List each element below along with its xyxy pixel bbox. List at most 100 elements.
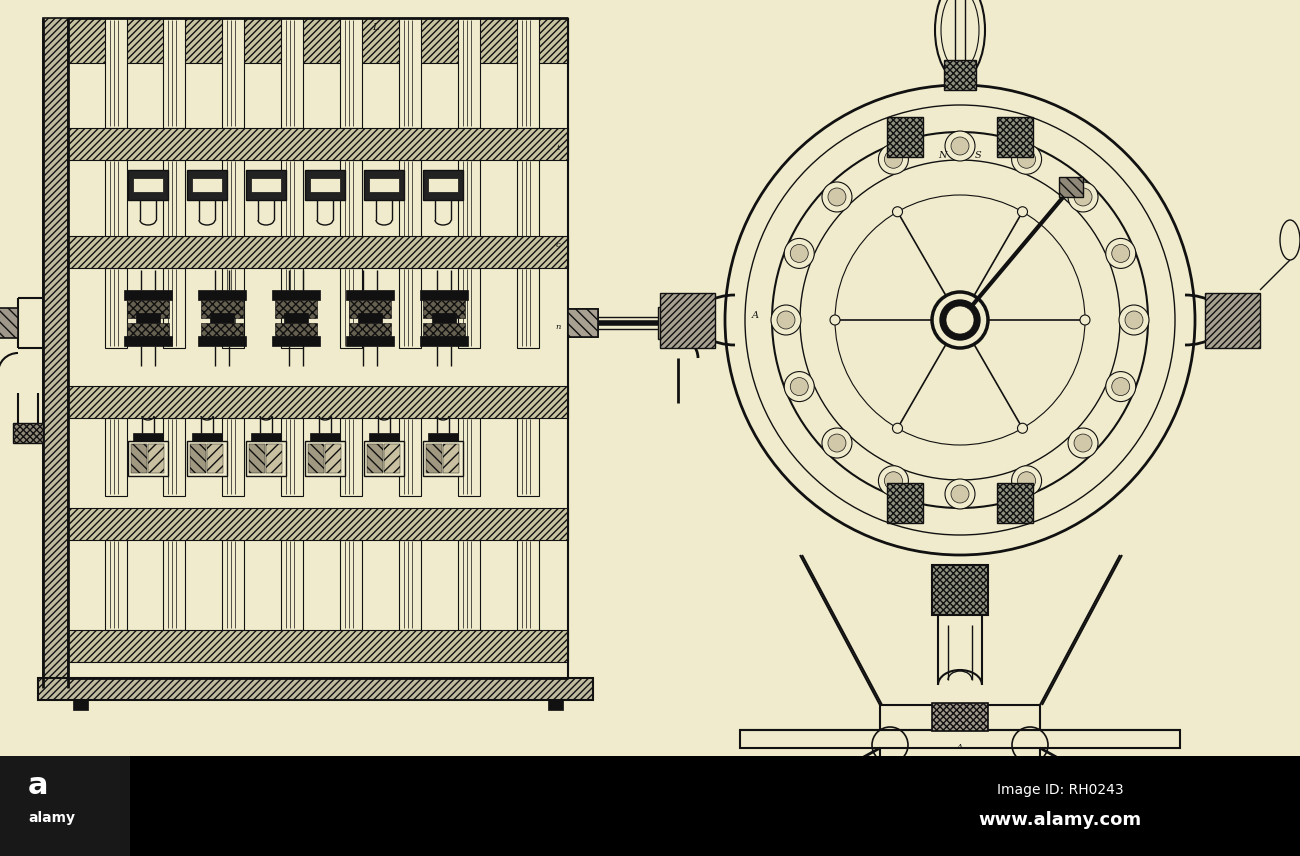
Bar: [192, 178, 222, 192]
Bar: [997, 483, 1034, 523]
Bar: [202, 323, 243, 341]
Bar: [68, 236, 568, 268]
Bar: [997, 117, 1034, 157]
Bar: [272, 290, 320, 300]
Bar: [517, 18, 539, 128]
Bar: [658, 307, 679, 339]
Bar: [660, 293, 715, 348]
Bar: [458, 18, 480, 128]
Bar: [517, 418, 539, 496]
Circle shape: [932, 292, 988, 348]
Bar: [341, 540, 361, 630]
Bar: [73, 700, 88, 710]
Bar: [458, 160, 480, 238]
Bar: [517, 160, 539, 238]
Bar: [420, 290, 468, 300]
Bar: [1205, 293, 1260, 348]
Circle shape: [777, 311, 796, 329]
Bar: [124, 290, 172, 300]
Bar: [364, 441, 404, 476]
Circle shape: [784, 372, 814, 401]
Bar: [281, 268, 303, 348]
Circle shape: [1074, 434, 1092, 452]
Bar: [1065, 795, 1180, 830]
Bar: [458, 540, 480, 630]
Bar: [38, 678, 593, 700]
Bar: [346, 336, 394, 346]
Circle shape: [1112, 245, 1130, 263]
Bar: [127, 300, 169, 318]
Bar: [422, 323, 465, 341]
Bar: [162, 18, 185, 128]
Bar: [306, 441, 345, 476]
Bar: [187, 170, 228, 200]
Circle shape: [771, 305, 801, 335]
Bar: [281, 540, 303, 630]
Circle shape: [1011, 466, 1041, 496]
Circle shape: [946, 306, 974, 334]
Bar: [105, 160, 127, 238]
Bar: [944, 60, 976, 90]
Bar: [162, 160, 185, 238]
Bar: [281, 18, 303, 128]
Bar: [432, 313, 456, 323]
Bar: [198, 336, 246, 346]
Bar: [458, 418, 480, 496]
Bar: [133, 178, 162, 192]
Circle shape: [1069, 428, 1098, 458]
Circle shape: [822, 182, 852, 212]
Bar: [222, 540, 244, 630]
Text: n: n: [555, 323, 560, 331]
Bar: [740, 730, 1180, 748]
Bar: [105, 18, 127, 128]
Bar: [246, 170, 286, 200]
Bar: [341, 418, 361, 496]
Bar: [384, 444, 400, 473]
Bar: [207, 444, 224, 473]
Bar: [399, 268, 421, 348]
Bar: [399, 18, 421, 128]
Circle shape: [822, 428, 852, 458]
Bar: [105, 540, 127, 630]
Circle shape: [1011, 145, 1041, 175]
Bar: [399, 540, 421, 630]
Bar: [68, 386, 568, 418]
Text: S: S: [975, 151, 982, 159]
Circle shape: [884, 472, 902, 490]
Bar: [341, 268, 361, 348]
Circle shape: [790, 377, 809, 395]
Circle shape: [1112, 377, 1130, 395]
Bar: [369, 433, 399, 441]
Bar: [13, 423, 43, 443]
Bar: [568, 309, 598, 337]
Bar: [124, 336, 172, 346]
Bar: [399, 418, 421, 496]
Circle shape: [952, 137, 968, 155]
Bar: [222, 18, 244, 128]
Bar: [341, 160, 361, 238]
Text: www.alamy.com: www.alamy.com: [979, 811, 1141, 829]
Bar: [266, 444, 282, 473]
Bar: [272, 336, 320, 346]
Bar: [162, 268, 185, 348]
Bar: [276, 300, 317, 318]
Bar: [136, 313, 160, 323]
Text: Image ID: RH0243: Image ID: RH0243: [997, 783, 1123, 797]
Bar: [369, 178, 399, 192]
Text: A: A: [957, 743, 963, 751]
Bar: [887, 117, 923, 157]
Text: A: A: [751, 311, 758, 319]
Bar: [198, 290, 246, 300]
Circle shape: [790, 245, 809, 263]
Bar: [281, 418, 303, 496]
Text: L: L: [372, 22, 378, 32]
Bar: [358, 313, 382, 323]
Bar: [422, 170, 463, 200]
Bar: [348, 323, 391, 341]
Text: c: c: [555, 241, 560, 249]
Bar: [251, 178, 281, 192]
Bar: [740, 795, 855, 830]
Bar: [68, 18, 568, 63]
Bar: [246, 441, 286, 476]
Bar: [428, 433, 458, 441]
